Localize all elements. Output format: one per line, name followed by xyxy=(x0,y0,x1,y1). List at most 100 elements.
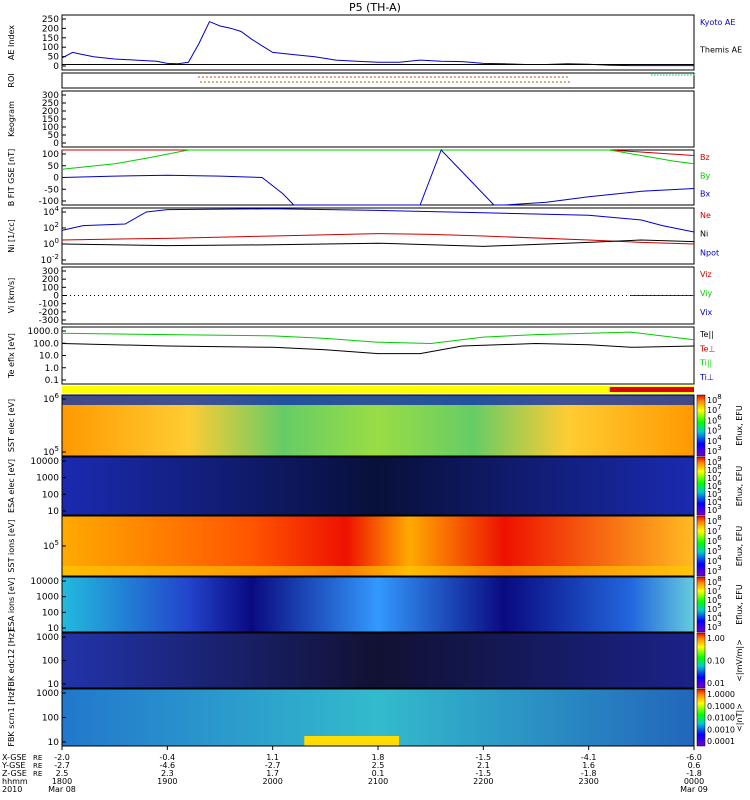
roi-dot xyxy=(424,81,426,83)
colorbar-tick: 0.0001 xyxy=(707,737,735,746)
y-tick-label: 0 xyxy=(53,292,59,302)
colorbar-esa-e xyxy=(696,456,706,516)
roi-dot xyxy=(330,76,332,78)
roi-dot xyxy=(336,81,338,83)
y-tick-label: 105 xyxy=(43,539,59,552)
series-line-Npot xyxy=(61,208,695,233)
panel-frame xyxy=(61,576,695,633)
roi-dot xyxy=(276,81,278,83)
roi-dot xyxy=(490,76,492,78)
plot-title: P5 (TH-A) xyxy=(349,1,401,14)
roi-dot xyxy=(226,76,228,78)
roi-dot xyxy=(316,81,318,83)
roi-dot xyxy=(522,76,524,78)
roi-dot xyxy=(290,76,292,78)
footer-y: 2.5 xyxy=(372,761,385,770)
roi-dot xyxy=(308,81,310,83)
footer-x: -6.0 xyxy=(686,753,702,762)
y-tick-label: -300 xyxy=(39,316,60,326)
roi-dot xyxy=(278,76,280,78)
roi-dot xyxy=(362,76,364,78)
y-tick-label: 100 xyxy=(42,150,59,160)
panel-frame xyxy=(61,326,695,385)
roi-dot xyxy=(364,81,366,83)
roi-dot xyxy=(370,76,372,78)
colorbar-tick: 105 xyxy=(707,602,722,614)
roi-dot xyxy=(442,76,444,78)
roi-dot xyxy=(402,76,404,78)
roi-dot xyxy=(404,81,406,83)
y-tick-label: 100.0 xyxy=(33,339,59,349)
heatmap-esa-i xyxy=(62,577,694,632)
roi-dot xyxy=(428,81,430,83)
roi-dot xyxy=(248,81,250,83)
y-tick-label: 10 xyxy=(48,738,60,748)
colorbar-tick: 105 xyxy=(707,487,722,499)
footer-z: -1.8 xyxy=(581,769,597,778)
colorbar-tick: 108 xyxy=(707,514,722,526)
footer-y: -4.6 xyxy=(160,761,176,770)
roi-dot xyxy=(294,76,296,78)
panel-frame xyxy=(61,72,695,89)
colorbar-tick: 104 xyxy=(707,495,722,507)
roi-dot xyxy=(430,76,432,78)
legend-Ne: Ne xyxy=(700,211,711,220)
panel-roi: ROI xyxy=(7,72,695,89)
y-tick-label: -200 xyxy=(39,308,60,318)
roi-dot xyxy=(562,76,564,78)
y-tick-label: 10000 xyxy=(30,457,59,467)
y-tick-label: 100 xyxy=(43,237,59,250)
roi-dot xyxy=(494,76,496,78)
colorbar-tick: 104 xyxy=(707,611,722,623)
colorbar-label: Eflux, EFU xyxy=(735,526,744,567)
roi-dot xyxy=(322,76,324,78)
colorbar-tick: 103 xyxy=(707,564,722,576)
y-axis-label: ESA ions [eV] xyxy=(7,578,16,632)
roi-dot xyxy=(690,74,692,76)
y-tick-label: 100 xyxy=(42,657,59,667)
heatmap-fbk-e xyxy=(62,633,694,688)
footer-row-label: Y-GSE xyxy=(1,761,25,770)
roi-dot xyxy=(392,81,394,83)
colorbar-tick: 106 xyxy=(707,413,722,425)
colorbar-tick: 107 xyxy=(707,584,722,596)
y-tick-label: 100 xyxy=(42,283,59,293)
roi-dot xyxy=(310,76,312,78)
legend-Bx: Bx xyxy=(700,190,710,199)
series-line-Bz xyxy=(62,149,695,156)
heatmap-esa-e xyxy=(62,457,694,515)
y-tick-label: 100 xyxy=(42,608,59,618)
roi-dot xyxy=(454,76,456,78)
roi-dot xyxy=(486,76,488,78)
panel-frame xyxy=(61,394,695,457)
y-tick-label: 106 xyxy=(43,392,59,405)
roi-dot xyxy=(238,76,240,78)
roi-dot xyxy=(410,76,412,78)
y-axis-label: FBK scm1 [Hz] xyxy=(7,688,16,746)
panel-frame xyxy=(61,456,695,516)
roi-dot xyxy=(406,76,408,78)
y-tick-label: -100 xyxy=(39,300,60,310)
y-tick-label: 300 xyxy=(42,267,59,277)
footer-time: 2300 xyxy=(578,777,598,786)
roi-dot xyxy=(552,81,554,83)
footer-x: 1.8 xyxy=(372,753,385,762)
colorbar-label: Eflux, EFU xyxy=(735,584,744,625)
roi-dot xyxy=(390,76,392,78)
panel-fbk-e: 1.00 0.10 0.01 <|mV/m|> FBK edc12 [Hz] 1000 10… xyxy=(7,630,744,691)
roi-dot xyxy=(228,81,230,83)
heatmap-band xyxy=(62,395,694,405)
roi-dot xyxy=(484,81,486,83)
y-axis-label: SST elec [eV] xyxy=(7,399,16,452)
roi-dot xyxy=(476,81,478,83)
roi-dot xyxy=(540,81,542,83)
mode-bar-fast xyxy=(609,387,694,392)
colorbar-tick: 107 xyxy=(707,524,722,536)
roi-dot xyxy=(496,81,498,83)
panel-frame xyxy=(61,90,695,148)
roi-dot xyxy=(344,81,346,83)
legend-By: By xyxy=(700,171,710,180)
footer-z: -1.5 xyxy=(476,769,492,778)
roi-dot xyxy=(460,81,462,83)
colorbar-tick: 108 xyxy=(707,575,722,587)
